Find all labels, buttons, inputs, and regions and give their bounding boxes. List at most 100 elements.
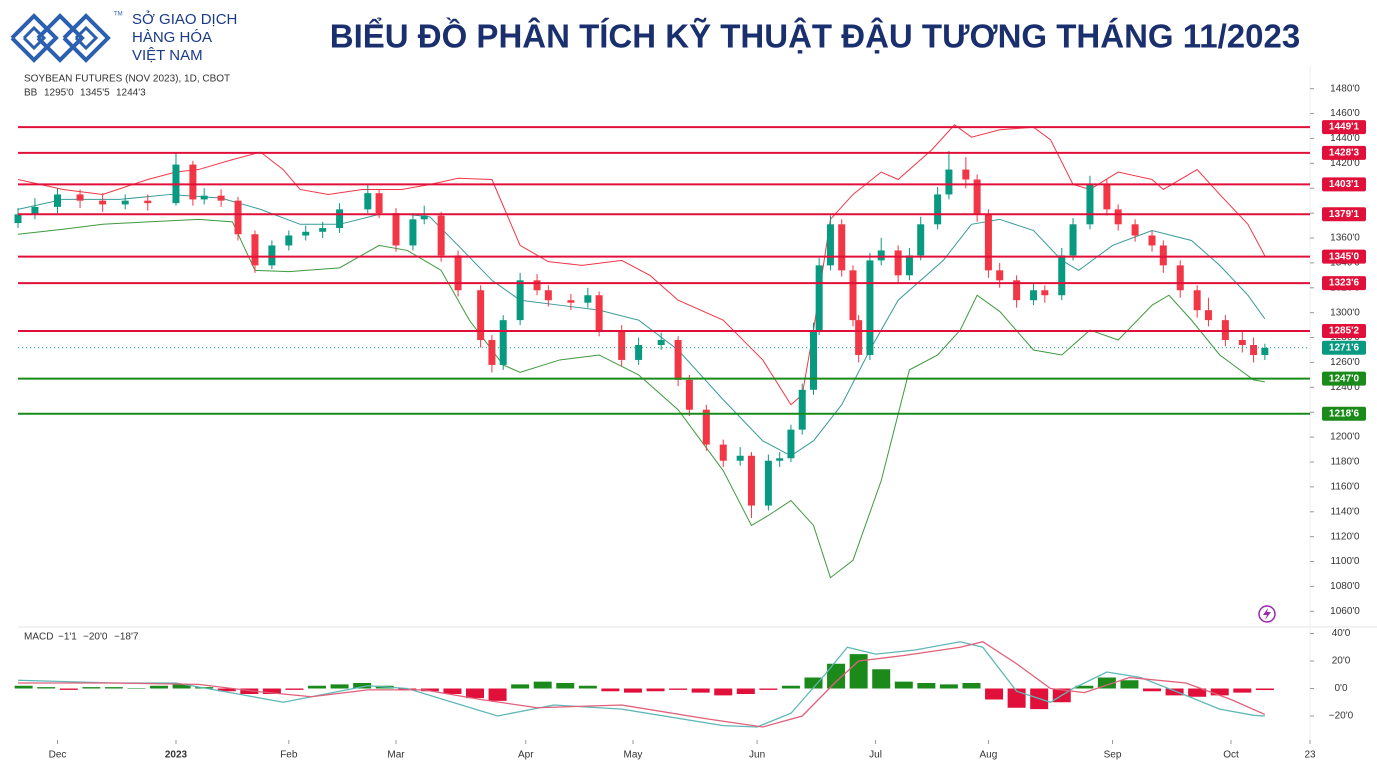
- level-label: 1345'0: [1329, 251, 1360, 262]
- candle-body: [787, 430, 794, 459]
- indicator-label: BB: [24, 88, 38, 99]
- macd-bar: [308, 686, 326, 689]
- y-tick-label: 1360'0: [1330, 233, 1360, 244]
- y-tick-label: 1260'0: [1330, 357, 1360, 368]
- x-tick-label: Apr: [518, 750, 534, 761]
- macd-bar: [1211, 689, 1229, 696]
- macd-bar: [1120, 680, 1138, 688]
- level-label: 1403'1: [1329, 179, 1360, 190]
- candle-body: [1177, 265, 1184, 290]
- macd-bar: [1233, 689, 1251, 693]
- macd-bar: [1166, 689, 1184, 696]
- candle-body: [686, 380, 693, 410]
- candle-body: [596, 295, 603, 330]
- candle-body: [567, 300, 574, 302]
- y-tick-label: 1180'0: [1331, 457, 1360, 468]
- macd-bar: [150, 686, 168, 689]
- level-label: 1449'1: [1329, 122, 1360, 133]
- candle-body: [985, 214, 992, 270]
- chart: TM SỞ GIAO DỊCH HÀNG HÓA VIỆT NAM BIỂU Đ…: [0, 0, 1377, 774]
- candle-body: [1261, 348, 1268, 355]
- macd-bar: [556, 683, 574, 689]
- x-tick-label: May: [624, 750, 643, 761]
- macd-bar: [579, 686, 597, 689]
- y-tick-label: 1100'0: [1331, 556, 1360, 567]
- candle-body: [776, 458, 783, 460]
- candle-body: [934, 194, 941, 224]
- macd-bar: [940, 684, 958, 688]
- candle-body: [235, 201, 242, 235]
- level-label: 1379'1: [1329, 209, 1360, 220]
- candle-body: [54, 194, 61, 206]
- macd-bar: [1143, 689, 1161, 692]
- logo-tm: TM: [114, 12, 123, 18]
- candle-body: [77, 194, 84, 200]
- candle-body: [675, 340, 682, 380]
- level-label: 1428'3: [1329, 148, 1360, 159]
- macd-bar: [872, 669, 890, 688]
- y-tick-label: 1440'0: [1330, 133, 1360, 144]
- candle-body: [703, 410, 710, 445]
- macd-bar: [895, 682, 913, 689]
- candle-body: [895, 250, 902, 275]
- bollinger-line: [18, 219, 1265, 577]
- macd-bar: [331, 684, 349, 688]
- candle-body: [945, 170, 952, 195]
- indicator-value: 1345'5: [80, 88, 110, 99]
- macd-bar: [127, 689, 145, 690]
- candle-body: [500, 320, 507, 365]
- indicator-value: −20'0: [83, 632, 108, 643]
- logo: [12, 16, 108, 60]
- level-label: 1285'2: [1329, 326, 1360, 337]
- macd-bar: [534, 682, 552, 689]
- x-tick-label: 2023: [165, 750, 188, 761]
- macd-bar: [105, 687, 123, 688]
- candle-body: [218, 196, 225, 201]
- candle-body: [1103, 184, 1110, 209]
- candle-body: [584, 295, 591, 302]
- macd-bar: [82, 687, 100, 688]
- candle-body: [1250, 345, 1257, 355]
- x-tick-label: Dec: [49, 750, 67, 761]
- x-tick-label: Jul: [869, 750, 882, 761]
- y-tick-label: 1060'0: [1330, 606, 1360, 617]
- candle-body: [302, 232, 309, 236]
- macd-bar: [985, 689, 1003, 700]
- candle-body: [409, 219, 416, 245]
- candle-body: [1205, 310, 1212, 320]
- logo-mark: [12, 16, 56, 60]
- candle-body: [838, 224, 845, 270]
- indicator-value: 1295'0: [44, 88, 74, 99]
- y-tick-label: 1460'0: [1330, 108, 1360, 119]
- indicator-value: −1'1: [58, 632, 77, 643]
- candle-body: [319, 228, 326, 232]
- level-label: 1271'6: [1329, 342, 1360, 353]
- logo-text: SỞ GIAO DỊCH: [132, 10, 237, 28]
- candle-body: [438, 216, 445, 256]
- macd-bar: [917, 683, 935, 689]
- candle-body: [1115, 209, 1122, 224]
- y-tick-label: 1160'0: [1331, 482, 1360, 493]
- macd-line: [18, 642, 1265, 727]
- macd-bar: [37, 687, 55, 688]
- candle-body: [1132, 224, 1139, 235]
- candle-body: [1070, 224, 1077, 255]
- y-tick-label: 0'0: [1334, 683, 1347, 694]
- candle-body: [906, 255, 913, 275]
- macd-bar: [285, 689, 303, 690]
- candle-body: [285, 236, 292, 246]
- candle-body: [1149, 236, 1156, 246]
- candle-body: [658, 340, 665, 345]
- y-tick-label: 1080'0: [1330, 581, 1360, 592]
- x-tick-label: Sep: [1104, 750, 1122, 761]
- candle-body: [1086, 184, 1093, 224]
- indicator-value: −18'7: [114, 632, 139, 643]
- candle-body: [720, 445, 727, 461]
- macd-bar: [669, 689, 687, 690]
- candle-body: [996, 270, 1003, 280]
- x-tick-label: 23: [1304, 750, 1316, 761]
- y-tick-label: 1480'0: [1330, 83, 1360, 94]
- y-tick-label: 1200'0: [1330, 432, 1360, 443]
- macd-bar: [759, 689, 777, 690]
- y-tick-label: 40'0: [1332, 628, 1351, 639]
